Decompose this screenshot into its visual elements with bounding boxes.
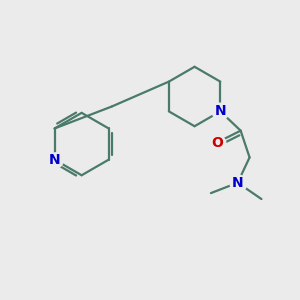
Text: N: N	[232, 176, 244, 190]
Text: N: N	[214, 104, 226, 118]
Text: O: O	[211, 136, 223, 150]
Text: N: N	[49, 153, 60, 167]
